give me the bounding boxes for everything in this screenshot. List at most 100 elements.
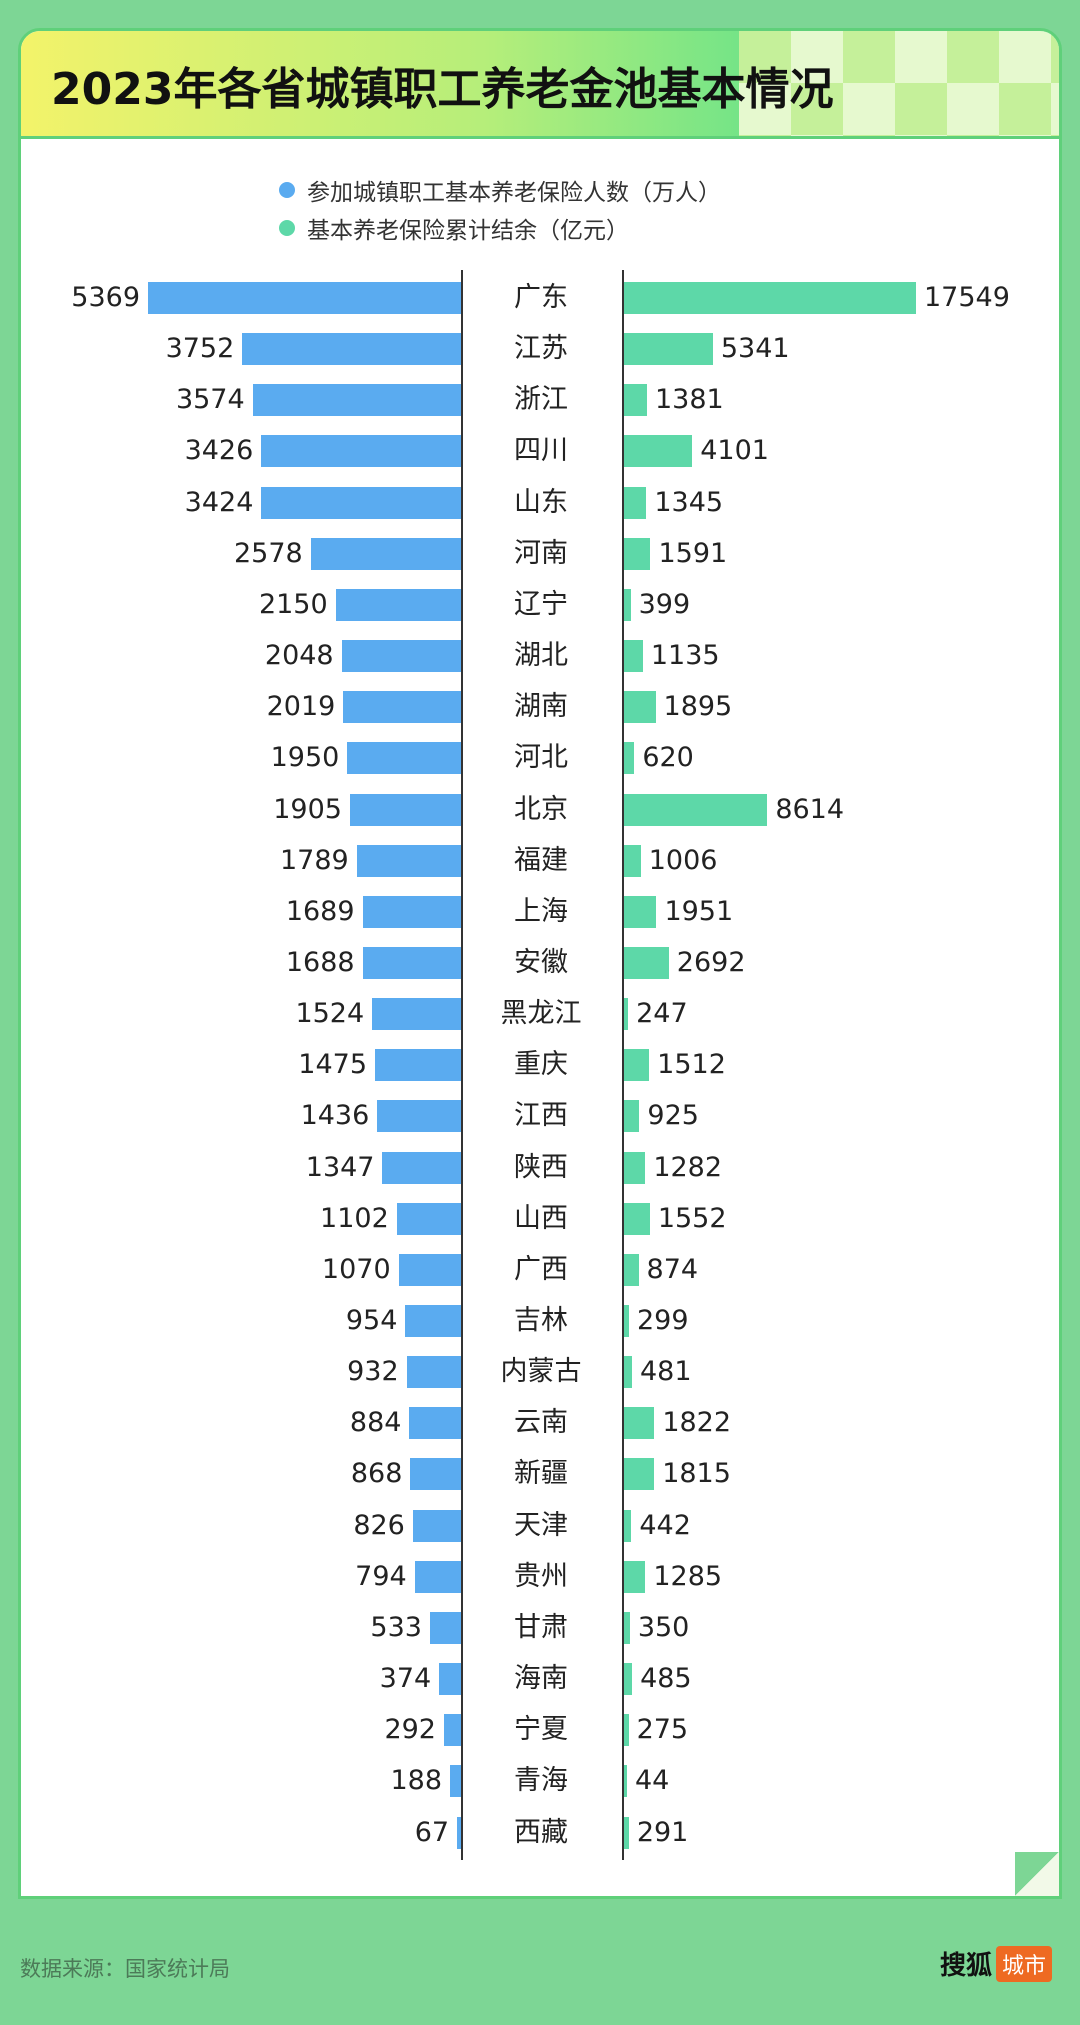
value-label-insured: 67 — [414, 1816, 450, 1848]
value-label-insured: 533 — [370, 1611, 422, 1643]
bar-insured — [335, 588, 461, 621]
data-source: 数据来源：国家统计局 — [20, 1957, 230, 1981]
bar-insured — [310, 537, 461, 570]
value-label-balance: 275 — [636, 1714, 689, 1746]
value-label-balance: 44 — [635, 1765, 670, 1797]
category-label: 湖北 — [514, 640, 568, 672]
bar-insured — [252, 384, 461, 417]
value-label-insured: 3426 — [184, 435, 254, 467]
bar-balance — [624, 946, 669, 979]
value-label-insured: 1789 — [280, 844, 349, 876]
value-label-balance: 8614 — [775, 793, 845, 825]
category-label: 新疆 — [514, 1458, 568, 1490]
logo-main: 搜狐 — [939, 1951, 992, 1981]
category-label: 陕西 — [514, 1151, 568, 1183]
value-label-insured: 2578 — [234, 537, 303, 569]
bar-insured — [382, 1151, 461, 1184]
value-label-balance: 620 — [642, 742, 694, 774]
value-label-insured: 374 — [379, 1663, 432, 1695]
bar-balance — [624, 282, 916, 314]
bar-balance — [624, 435, 693, 468]
value-label-insured: 868 — [350, 1458, 403, 1490]
value-label-insured: 1905 — [273, 793, 342, 825]
bar-balance — [624, 1100, 640, 1133]
legend-label: 基本养老保险累计结余（亿元） — [307, 218, 629, 244]
category-label: 贵州 — [514, 1560, 568, 1592]
value-label-insured: 794 — [355, 1560, 407, 1592]
bar-insured — [410, 1458, 461, 1491]
category-label: 西藏 — [514, 1816, 568, 1848]
value-label-insured: 5369 — [71, 282, 140, 313]
category-label: 辽宁 — [514, 588, 568, 620]
category-label: 内蒙古 — [500, 1356, 582, 1388]
value-label-balance: 247 — [636, 998, 688, 1030]
bar-insured — [457, 1816, 461, 1849]
value-label-insured: 1475 — [298, 1049, 368, 1081]
legend-label: 参加城镇职工基本养老保险人数（万人） — [307, 180, 721, 206]
value-label-insured: 188 — [390, 1765, 443, 1797]
value-label-balance: 1512 — [657, 1049, 726, 1081]
bar-balance — [624, 793, 768, 826]
value-label-balance: 291 — [636, 1816, 689, 1848]
category-label: 重庆 — [514, 1049, 568, 1081]
value-label-insured: 884 — [349, 1407, 402, 1439]
bar-balance — [624, 1611, 630, 1644]
bar-balance — [624, 1816, 629, 1849]
category-label: 甘肃 — [514, 1611, 568, 1643]
category-label: 河北 — [514, 742, 568, 774]
category-label: 江西 — [514, 1100, 568, 1132]
category-label: 宁夏 — [514, 1714, 568, 1746]
value-label-balance: 1552 — [657, 1202, 727, 1234]
bar-insured — [261, 486, 461, 519]
bar-insured — [406, 1356, 461, 1389]
category-label: 上海 — [514, 895, 568, 927]
bar-insured — [372, 998, 461, 1031]
bar-insured — [362, 946, 461, 979]
bar-insured — [341, 640, 461, 673]
bar-insured — [450, 1765, 461, 1798]
category-label: 福建 — [514, 844, 568, 876]
value-label-balance: 399 — [638, 588, 691, 620]
page-title: 2023年各省城镇职工养老金池基本情况 — [51, 64, 834, 115]
bar-insured — [375, 1049, 461, 1082]
bar-insured — [398, 1253, 461, 1286]
value-label-balance: 5341 — [720, 333, 790, 365]
value-label-insured: 2048 — [264, 640, 334, 672]
category-label: 海南 — [514, 1663, 568, 1695]
value-label-balance: 925 — [647, 1100, 699, 1132]
bar-insured — [347, 742, 461, 775]
category-label: 四川 — [514, 435, 568, 467]
bar-insured — [349, 793, 461, 826]
value-label-insured: 1689 — [285, 895, 355, 927]
page-fold-corner — [1015, 1852, 1059, 1896]
right-axis-line — [622, 270, 624, 1860]
bar-balance — [624, 844, 641, 877]
value-label-insured: 1524 — [295, 998, 365, 1030]
value-label-balance: 874 — [646, 1253, 699, 1285]
legend-item-insured: 参加城镇职工基本养老保险人数（万人） — [279, 173, 721, 207]
value-label-insured: 1102 — [320, 1202, 389, 1234]
left-axis-line — [461, 270, 463, 1860]
category-label: 山西 — [514, 1202, 568, 1234]
bar-balance — [624, 1509, 632, 1542]
value-label-balance: 485 — [640, 1663, 692, 1695]
bar-insured — [439, 1663, 461, 1696]
value-label-balance: 17549 — [924, 282, 1010, 313]
value-label-insured: 2019 — [266, 691, 336, 723]
bar-insured — [242, 333, 461, 366]
bar-balance — [624, 1202, 650, 1235]
value-label-insured: 2150 — [258, 588, 328, 620]
legend-item-balance: 基本养老保险累计结余（亿元） — [279, 211, 629, 245]
bar-insured — [148, 282, 461, 314]
bar-insured — [443, 1714, 461, 1747]
bar-balance — [624, 1765, 627, 1798]
bar-insured — [414, 1560, 461, 1593]
bar-insured — [356, 844, 461, 877]
value-label-insured: 3424 — [184, 486, 254, 518]
bar-balance — [624, 1356, 632, 1389]
category-label: 北京 — [514, 793, 568, 825]
value-label-balance: 1006 — [648, 844, 718, 876]
bar-balance — [624, 333, 713, 366]
value-label-balance: 1815 — [662, 1458, 731, 1490]
